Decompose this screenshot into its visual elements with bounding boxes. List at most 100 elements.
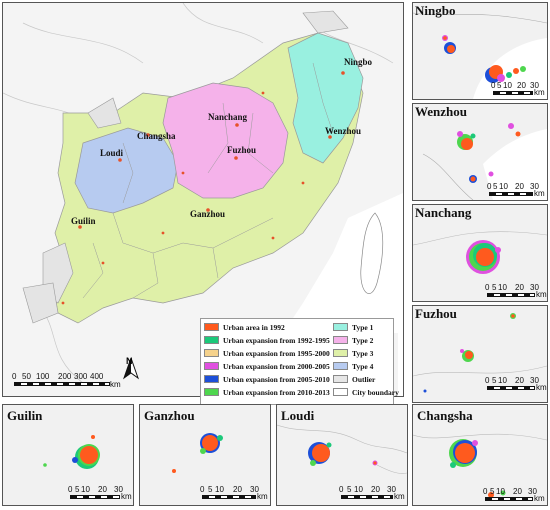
scale-unit: km <box>534 189 545 198</box>
inset-scale-bar: 0 5 10 20 30 km <box>339 485 407 501</box>
scale-tick: 0 <box>485 283 490 292</box>
scale-tick: 10 <box>498 283 507 292</box>
city-label-ningbo: Ningbo <box>344 57 373 67</box>
scale-tick: 30 <box>530 283 539 292</box>
scale-tick: 10 <box>496 487 505 496</box>
scale-unit: km <box>394 492 405 501</box>
inset-scale-bar: 0 5 10 20 30 km <box>491 81 547 97</box>
inset-nanchang: Nanchang 0 5 10 20 30 km <box>412 204 548 302</box>
legend-item: Urban expansion from 1992-1995 <box>204 335 330 345</box>
scale-unit: km <box>536 383 547 392</box>
scale-unit: km <box>536 290 547 299</box>
main-scale-tick: 50 <box>22 372 31 381</box>
inset-fuzhou: Fuzhou 0 5 10 20 30 km <box>412 305 548 403</box>
legend-label: Urban expansion from 2000-2005 <box>223 361 330 371</box>
scale-tick: 10 <box>498 376 507 385</box>
inset-loudi: Loudi 0 5 10 20 30 km <box>276 404 408 506</box>
main-scale-tick: 200 <box>58 372 72 381</box>
legend-item: Urban expansion from 2010-2013 <box>204 387 330 397</box>
legend-item: Urban expansion from 2000-2005 <box>204 361 330 371</box>
inset-nanchang-map <box>413 231 547 274</box>
inset-title: Guilin <box>7 408 43 423</box>
inset-scale-bar: 0 5 10 20 30 km <box>68 485 133 501</box>
inset-ningbo: Ningbo 0 5 10 20 30 km <box>412 2 548 100</box>
main-scale-tick: 0 <box>12 372 17 381</box>
legend-swatch <box>204 388 219 396</box>
scale-tick: 10 <box>499 182 508 191</box>
inset-title: Wenzhou <box>415 104 468 119</box>
city-label-guilin: Guilin <box>71 216 96 226</box>
scale-tick: 30 <box>387 485 396 494</box>
scale-tick: 20 <box>515 182 524 191</box>
legend-item: Type 4 <box>333 361 373 371</box>
inset-title: Ningbo <box>415 3 456 18</box>
scale-tick: 30 <box>530 376 539 385</box>
scale-tick: 5 <box>208 485 213 494</box>
legend-label: Urban area in 1992 <box>223 322 285 332</box>
city-label-nanchang: Nanchang <box>208 112 248 122</box>
legend-item: Urban expansion from 1995-2000 <box>204 348 330 358</box>
main-scale-tick: 100 <box>36 372 50 381</box>
scale-tick: 30 <box>530 182 539 191</box>
legend-swatch <box>204 336 219 344</box>
scale-tick: 20 <box>513 487 522 496</box>
inset-guilin: Guilin 0 5 10 20 30 km <box>2 404 134 506</box>
legend-label: Outlier <box>352 374 376 384</box>
legend-item: Urban area in 1992 <box>204 322 285 332</box>
scale-tick: 5 <box>492 283 497 292</box>
main-scale-unit: km <box>110 380 121 389</box>
legend-label: Urban expansion from 2005-2010 <box>223 374 330 384</box>
scale-tick: 10 <box>81 485 90 494</box>
legend-swatch <box>204 375 219 383</box>
scale-tick: 5 <box>490 487 495 496</box>
scale-unit: km <box>534 88 545 97</box>
scale-unit: km <box>534 494 545 503</box>
scale-tick: 30 <box>250 485 259 494</box>
city-label-loudi: Loudi <box>100 148 124 158</box>
scale-tick: 0 <box>200 485 205 494</box>
main-scale-tick: 400 <box>90 372 104 381</box>
scale-tick: 20 <box>515 283 524 292</box>
scale-unit: km <box>121 492 132 501</box>
scale-tick: 5 <box>492 376 497 385</box>
scale-tick: 0 <box>487 182 492 191</box>
scale-tick: 20 <box>517 81 526 90</box>
scale-unit: km <box>257 492 268 501</box>
main-map-panel <box>2 2 404 397</box>
inset-scale-bar: 0 5 10 20 30 km <box>200 485 270 501</box>
inset-guilin-map <box>43 435 100 469</box>
inset-scale-bar: 0 5 10 20 30 km <box>487 182 547 198</box>
city-label-wenzhou: Wenzhou <box>325 126 362 136</box>
legend-item: Urban expansion from 2005-2010 <box>204 374 330 384</box>
inset-title: Fuzhou <box>415 306 457 321</box>
inset-title: Nanchang <box>415 205 472 220</box>
legend-label: Urban expansion from 1992-1995 <box>223 335 330 345</box>
legend-item: City boundary <box>333 387 399 397</box>
legend-swatch <box>204 349 219 357</box>
legend-swatch <box>204 362 219 370</box>
legend-label: Urban expansion from 2010-2013 <box>223 387 330 397</box>
legend-item: Outlier <box>333 374 375 384</box>
scale-tick: 5 <box>347 485 352 494</box>
north-label: N <box>126 356 133 366</box>
scale-tick: 20 <box>371 485 380 494</box>
legend-swatch <box>333 388 348 396</box>
scale-tick: 30 <box>530 81 539 90</box>
legend-item: Type 1 <box>333 322 373 332</box>
inset-title: Loudi <box>281 408 315 423</box>
scale-tick: 0 <box>68 485 73 494</box>
legend-swatch <box>333 336 348 344</box>
scale-tick: 5 <box>497 81 502 90</box>
scale-tick: 0 <box>483 487 488 496</box>
scale-tick: 0 <box>485 376 490 385</box>
scale-tick: 30 <box>528 487 537 496</box>
scale-tick: 10 <box>354 485 363 494</box>
legend-label: City boundary <box>352 387 399 397</box>
scale-tick: 5 <box>493 182 498 191</box>
legend-swatch <box>204 323 219 331</box>
legend-label: Type 1 <box>352 322 374 332</box>
inset-ningbo-map <box>413 12 547 99</box>
inset-ganzhou-map <box>172 433 223 473</box>
legend-label: Type 4 <box>352 361 374 371</box>
legend-label: Urban expansion from 1995-2000 <box>223 348 330 358</box>
